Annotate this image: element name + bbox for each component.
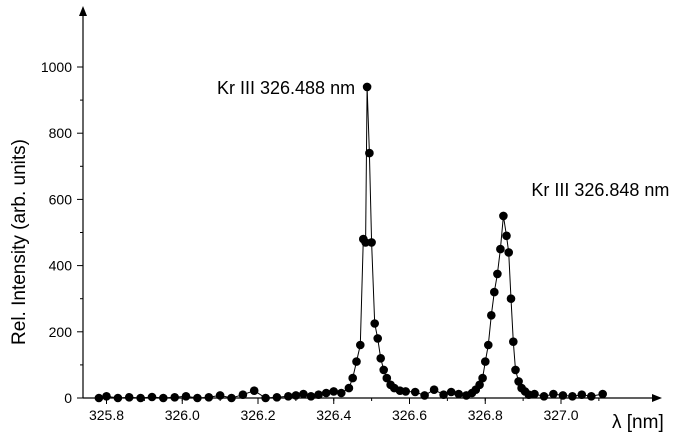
- y-tick-label: 800: [49, 125, 73, 141]
- data-point: [299, 389, 308, 399]
- data-point: [344, 383, 354, 393]
- data-point: [484, 340, 493, 350]
- data-point: [249, 386, 259, 396]
- data-point: [284, 392, 293, 401]
- data-point: [487, 311, 496, 320]
- data-point: [367, 238, 376, 247]
- data-point: [439, 390, 448, 400]
- x-ticks: 325.8 326.0 326.2 326.4 326.6 326.8 327.0: [89, 398, 600, 423]
- data-point: [356, 340, 365, 350]
- data-point: [193, 393, 202, 403]
- data-points: [94, 82, 607, 403]
- data-point: [429, 385, 439, 395]
- data-point: [493, 269, 502, 279]
- annotations: Kr III 326.488 nm Kr III 326.848 nm: [217, 78, 669, 200]
- data-point: [577, 390, 587, 400]
- data-point: [159, 393, 168, 403]
- data-point: [170, 393, 179, 402]
- data-point: [181, 392, 191, 401]
- data-point: [321, 388, 331, 398]
- data-point: [420, 391, 429, 400]
- peak-annotation: Kr III 326.488 nm: [217, 78, 355, 98]
- data-point: [314, 390, 323, 400]
- data-point: [373, 334, 383, 343]
- series: [94, 82, 607, 403]
- data-point: [376, 354, 386, 363]
- y-tick-label: 0: [64, 390, 72, 406]
- data-point: [352, 357, 361, 366]
- data-point: [549, 389, 558, 399]
- data-point: [539, 392, 549, 401]
- data-point: [446, 387, 456, 397]
- data-point: [238, 390, 248, 400]
- y-tick-label: 1000: [41, 59, 72, 75]
- data-point: [410, 387, 420, 397]
- data-point: [362, 82, 372, 92]
- data-point: [337, 388, 346, 398]
- y-tick-label: 200: [49, 324, 73, 340]
- data-point: [379, 365, 389, 375]
- data-point: [401, 387, 411, 396]
- y-tick-label: 400: [49, 258, 73, 274]
- data-point: [504, 248, 513, 257]
- x-axis-label: λ [nm]: [612, 412, 664, 433]
- data-point: [204, 393, 214, 402]
- x-axis-arrow-icon: [652, 394, 662, 402]
- y-axis-arrow-icon: [79, 6, 87, 16]
- data-point: [291, 391, 301, 400]
- x-tick-label: 327.0: [543, 407, 578, 423]
- y-tick-label: 600: [49, 191, 73, 207]
- data-point: [102, 392, 111, 401]
- data-point: [272, 393, 282, 402]
- peak-annotation: Kr III 326.848 nm: [531, 180, 669, 200]
- data-point: [514, 377, 523, 386]
- data-point: [587, 392, 596, 401]
- data-point: [502, 231, 511, 241]
- data-point: [124, 393, 134, 402]
- data-point: [481, 357, 490, 366]
- data-point: [530, 389, 539, 399]
- data-point: [227, 393, 236, 403]
- data-point: [490, 287, 499, 297]
- y-axis-label: Rel. Intensity (arb. units): [9, 139, 30, 345]
- data-point: [475, 380, 484, 390]
- x-tick-label: 325.8: [89, 407, 124, 423]
- data-point: [370, 319, 380, 328]
- data-point: [568, 392, 577, 401]
- data-point: [113, 393, 123, 403]
- data-point: [506, 294, 516, 304]
- data-point: [361, 238, 370, 247]
- data-point: [496, 244, 505, 254]
- data-point: [348, 373, 358, 383]
- x-tick-label: 326.8: [468, 407, 503, 423]
- data-point: [329, 387, 339, 396]
- data-point: [478, 373, 487, 383]
- data-point: [306, 392, 316, 401]
- x-tick-label: 326.0: [165, 407, 200, 423]
- data-point: [558, 391, 568, 400]
- series-line: [98, 86, 603, 399]
- data-point: [499, 211, 508, 221]
- data-point: [598, 389, 607, 399]
- data-point: [261, 393, 270, 403]
- data-point: [94, 393, 104, 403]
- x-tick-label: 326.4: [316, 407, 351, 423]
- data-point: [147, 392, 157, 402]
- data-point: [136, 393, 145, 403]
- data-point: [511, 365, 520, 375]
- data-point: [454, 389, 464, 399]
- data-point: [509, 337, 518, 347]
- data-point: [365, 148, 374, 158]
- data-point: [382, 373, 392, 383]
- x-tick-label: 326.6: [392, 407, 427, 423]
- y-ticks: 0 200 400 600 800 1000: [41, 59, 83, 406]
- data-point: [215, 391, 225, 400]
- x-tick-label: 326.2: [240, 407, 275, 423]
